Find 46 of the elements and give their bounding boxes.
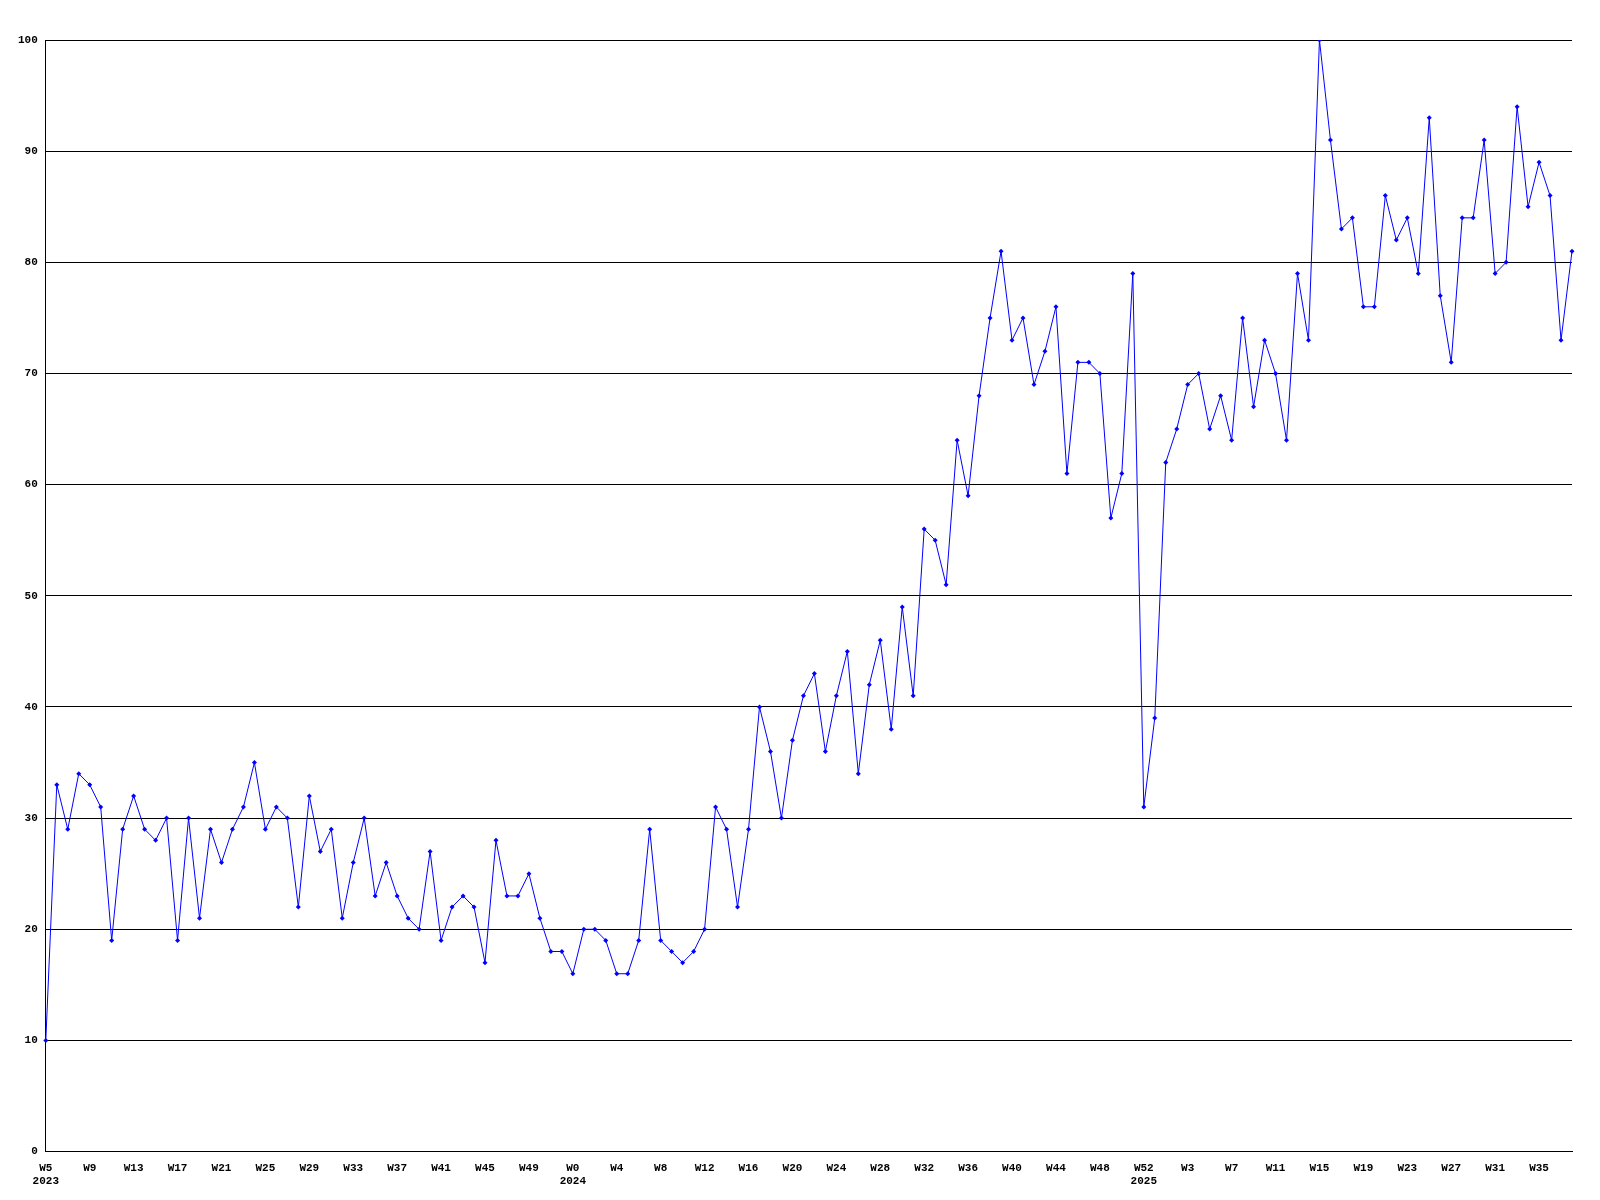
x-tick-label: W0 2024 [559, 1161, 587, 1188]
x-tick-label: W41 [431, 1161, 452, 1174]
x-tick-label: W37 [387, 1161, 408, 1174]
y-tick-label: 20 [24, 923, 38, 936]
x-tick-label: W12 [694, 1161, 715, 1174]
x-tick-label: W52 2025 [1130, 1161, 1158, 1188]
x-tick-label: W5 2023 [32, 1161, 60, 1188]
y-tick-label: 60 [24, 478, 38, 491]
x-tick-label: W33 [343, 1161, 364, 1174]
x-tick-label: W20 [782, 1161, 803, 1174]
x-tick-label: W31 [1485, 1161, 1506, 1174]
x-tick-label: W35 [1529, 1161, 1550, 1174]
x-tick-label: W28 [870, 1161, 891, 1174]
y-tick-label: 90 [24, 144, 38, 157]
x-tick-label: W3 [1181, 1161, 1195, 1174]
x-tick-label: W21 [211, 1161, 232, 1174]
x-tick-label: W27 [1441, 1161, 1462, 1174]
x-tick-label: W45 [475, 1161, 496, 1174]
x-tick-label: W7 [1225, 1161, 1239, 1174]
x-tick-label: W23 [1397, 1161, 1418, 1174]
x-tick-label: W9 [83, 1161, 97, 1174]
y-tick-label: 30 [24, 811, 38, 824]
x-tick-label: W40 [1002, 1161, 1022, 1174]
x-tick-label: W48 [1089, 1161, 1111, 1174]
y-tick-label: 70 [24, 367, 38, 380]
x-tick-label: W49 [519, 1161, 539, 1174]
x-tick-label: W29 [299, 1161, 320, 1174]
x-tick-label: W8 [654, 1161, 668, 1174]
x-tick-label: W13 [123, 1161, 144, 1174]
x-tick-label: W16 [738, 1161, 759, 1174]
y-tick-label: 40 [24, 700, 38, 713]
x-tick-label: W19 [1353, 1161, 1374, 1174]
x-tick-label: W24 [826, 1161, 847, 1174]
y-tick-label: 50 [24, 589, 38, 602]
y-tick-label: 100 [17, 33, 38, 46]
x-tick-label: W17 [167, 1161, 188, 1174]
x-tick-label: W36 [958, 1161, 979, 1174]
x-tick-label: W44 [1046, 1161, 1067, 1174]
x-tick-label: W25 [255, 1161, 276, 1174]
x-tick-label: W11 [1265, 1161, 1286, 1174]
y-tick-label: 80 [24, 256, 38, 269]
x-tick-label: W4 [610, 1161, 624, 1174]
x-tick-label: W15 [1309, 1161, 1330, 1174]
y-tick-label: 0 [31, 1145, 38, 1158]
x-tick-label: W32 [914, 1161, 935, 1174]
y-tick-label: 10 [24, 1034, 38, 1047]
